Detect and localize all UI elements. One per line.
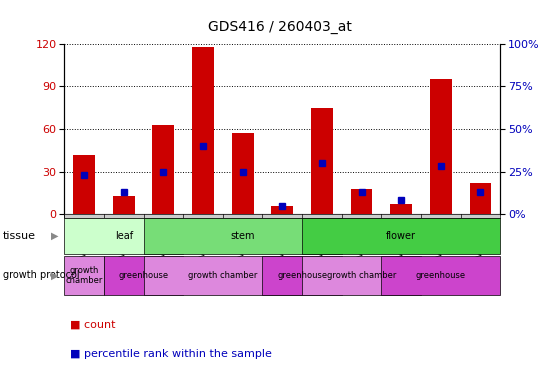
Text: leaf: leaf [115,231,133,241]
Bar [390,204,412,214]
Bar [113,196,135,214]
Text: tissue: tissue [3,231,36,241]
Text: ■ percentile rank within the sample: ■ percentile rank within the sample [70,349,272,359]
Text: greenhouse: greenhouse [277,271,327,280]
Bar [470,183,491,214]
Text: greenhouse: greenhouse [416,271,466,280]
Bar [153,125,174,214]
Text: greenhouse: greenhouse [119,271,169,280]
Text: stem: stem [230,231,255,241]
Text: GDS416 / 260403_at: GDS416 / 260403_at [207,20,352,34]
Bar [192,47,214,214]
Bar [232,133,254,214]
Text: ▶: ▶ [51,231,59,241]
Text: growth
chamber: growth chamber [65,266,103,285]
Bar [73,154,95,214]
Text: ■ count: ■ count [70,320,115,329]
Text: growth protocol: growth protocol [3,270,79,280]
Bar [350,188,372,214]
Text: flower: flower [386,231,416,241]
Text: growth chamber: growth chamber [188,271,258,280]
Bar [311,108,333,214]
Bar [430,79,452,214]
Bar [272,206,293,214]
Text: growth chamber: growth chamber [327,271,396,280]
Text: ▶: ▶ [51,270,59,280]
